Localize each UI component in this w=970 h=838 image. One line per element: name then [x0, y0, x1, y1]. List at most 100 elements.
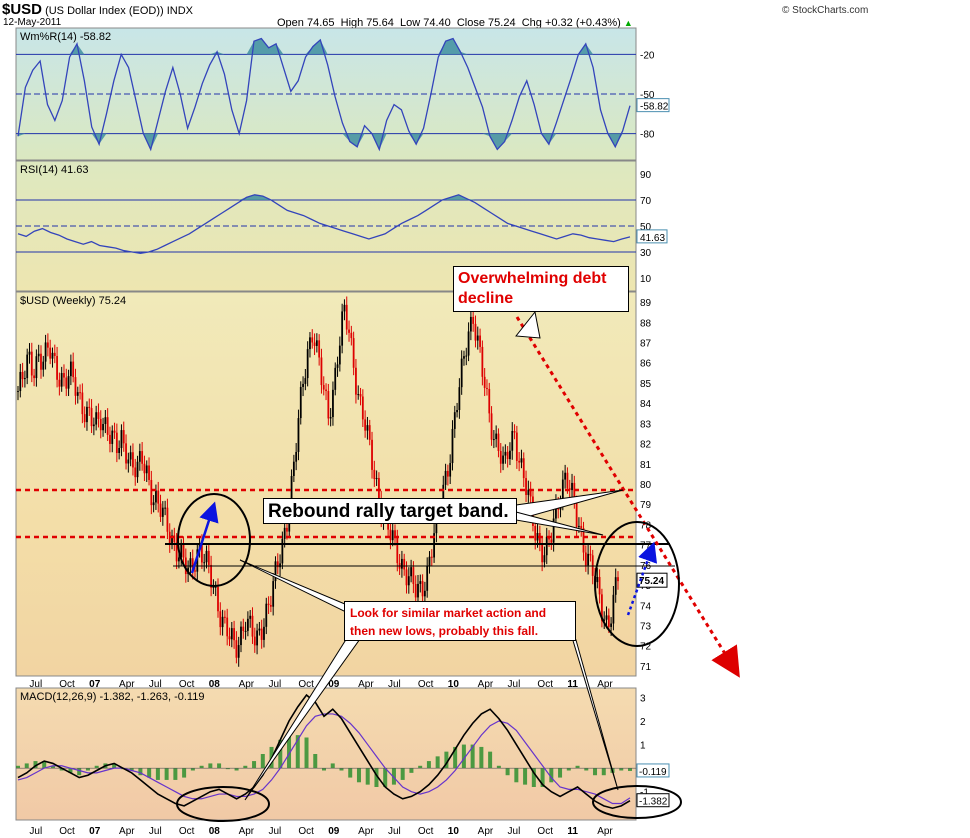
macd-circle-2008 [176, 786, 270, 822]
price-candle [111, 430, 114, 444]
price-candle [26, 354, 29, 379]
debt-callout-pointer [515, 310, 541, 339]
price-candle [60, 373, 63, 387]
wmr-tick-label: -50 [640, 90, 655, 101]
price-candle [161, 507, 164, 517]
price-candle [276, 561, 279, 568]
price-candle [527, 489, 530, 495]
price-candle [175, 542, 178, 562]
price-candle [102, 423, 104, 431]
macd-tick-label: -1 [640, 788, 649, 799]
price-candle [191, 558, 194, 571]
change-value: Chg +0.32 (+0.43%) [521, 17, 621, 29]
price-candle [582, 528, 585, 553]
debt-decline-callout: Overwhelming debt decline [453, 266, 629, 312]
rsi-tick-label: 90 [640, 170, 652, 181]
price-candle [134, 467, 137, 478]
price-x-tick-label: Jul [149, 679, 162, 690]
price-candle [53, 352, 56, 356]
price-candle [242, 626, 245, 632]
price-candle [550, 539, 553, 543]
price-value-label: 75.24 [639, 576, 664, 587]
macd-histogram-bar [217, 763, 222, 769]
price-candle [617, 577, 619, 582]
price-candle [417, 583, 419, 598]
price-candle [359, 394, 362, 397]
price-x-tick-label: Oct [59, 679, 75, 690]
price-tick-label: 73 [640, 621, 652, 632]
price-candle [240, 626, 242, 646]
price-candle [281, 538, 284, 564]
price-tick-label: 74 [640, 601, 652, 612]
macd-x-tick-label: Jul [508, 826, 521, 837]
price-candle [467, 331, 470, 356]
price-candle [598, 576, 601, 595]
macd-histogram-bar [164, 768, 169, 780]
macd-histogram-bar [199, 765, 204, 769]
price-tick-label: 80 [640, 480, 652, 491]
price-candle [520, 458, 523, 463]
price-candle [152, 502, 155, 506]
macd-histogram-bar [409, 768, 414, 773]
price-candle [352, 338, 355, 368]
price-candle [348, 329, 350, 333]
price-candle [173, 535, 176, 543]
price-candle [329, 417, 332, 419]
macd-histogram-bar [94, 765, 99, 769]
price-candle [564, 472, 567, 480]
price-candle [430, 556, 433, 558]
macd-histogram-bar [173, 768, 178, 780]
macd-histogram-bar [374, 768, 379, 787]
wmr-title: Wm%R(14) -58.82 [20, 31, 111, 43]
price-candle [453, 412, 456, 429]
price-candle [246, 618, 249, 631]
price-candle [538, 533, 541, 544]
price-candle [178, 557, 180, 562]
price-candle [336, 364, 339, 368]
macd-tick-label: 1 [640, 741, 646, 752]
price-candle [106, 417, 109, 435]
price-candle [233, 628, 235, 641]
price-candle [67, 376, 70, 389]
price-candle [403, 558, 406, 570]
price-candle [157, 490, 160, 504]
rsi-tick-label: 70 [640, 196, 652, 207]
macd-histogram-bar [356, 768, 361, 783]
price-x-tick-label: 09 [328, 679, 340, 690]
price-candle [201, 543, 203, 563]
macd-x-tick-label: Oct [418, 826, 434, 837]
price-candle [426, 565, 429, 591]
price-candle [509, 450, 511, 460]
price-candle [81, 392, 84, 415]
rsi-value-box [636, 229, 668, 244]
macd-histogram-bar [225, 768, 230, 770]
price-candle [419, 581, 422, 584]
rsi-value-label: 41.63 [640, 233, 665, 244]
macd-x-tick-label: Oct [59, 826, 75, 837]
price-candle [371, 439, 373, 470]
price-candle [171, 535, 173, 544]
price-candle [518, 460, 521, 463]
price-candle [120, 430, 123, 448]
price-candle [607, 615, 610, 627]
price-candle [304, 378, 307, 384]
price-candle [575, 501, 578, 527]
price-candle [479, 335, 481, 347]
price-candle [132, 452, 134, 468]
price-candle [90, 408, 93, 427]
price-candle [541, 543, 544, 563]
price-tick-label: 88 [640, 318, 652, 329]
price-value-box [636, 572, 668, 588]
price-tick-label: 85 [640, 379, 652, 390]
rally-arrow-2008 [190, 501, 219, 574]
price-candle [391, 530, 394, 541]
price-candle [364, 419, 367, 431]
price-candle [49, 347, 52, 359]
projected-rally-arrow [626, 541, 658, 616]
price-candle [35, 356, 38, 379]
price-candle [412, 567, 415, 585]
price-candle [456, 410, 458, 413]
price-candle [529, 489, 532, 497]
price-candle [42, 361, 45, 370]
price-x-tick-label: Apr [239, 679, 255, 690]
